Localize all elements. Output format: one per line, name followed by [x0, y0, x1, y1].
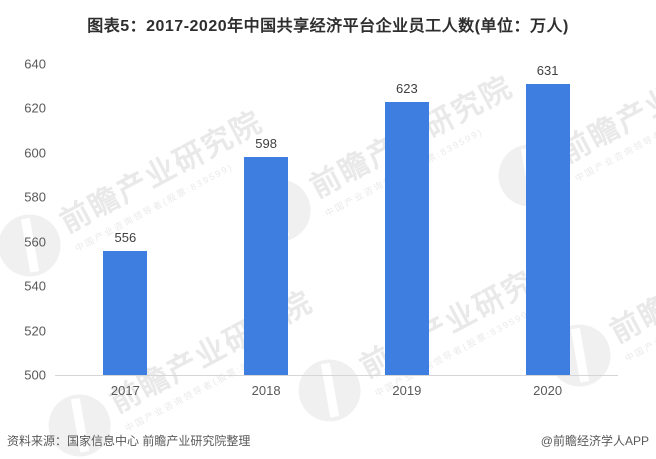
bar-value-label: 631: [536, 63, 559, 78]
bar-2017: [103, 250, 148, 375]
y-tick-label: 540: [24, 278, 46, 294]
y-tick-label: 620: [24, 100, 46, 116]
y-tick-label: 560: [24, 234, 46, 250]
chart-title: 图表5：2017-2020年中国共享经济平台企业员工人数(单位：万人): [87, 18, 569, 35]
watermark-sub-text: 中国产业咨询领导者(股票:839599): [623, 271, 656, 364]
bar-slot-2020: 631: [477, 63, 618, 375]
bar-2019: [384, 101, 429, 375]
bar-2020: [525, 84, 570, 375]
x-tick-label: 2018: [251, 383, 281, 398]
y-tick-label: 500: [24, 367, 46, 383]
y-tick-label: 600: [24, 145, 46, 161]
bar-slot-2017: 556: [55, 64, 196, 375]
bar-value-label: 556: [114, 229, 137, 245]
y-tick-label: 580: [24, 189, 46, 205]
bar-slot-2019: 623: [337, 64, 478, 375]
y-tick-label: 640: [24, 56, 46, 72]
x-axis: 2017 2018 2019 2020: [55, 383, 618, 401]
bar-value-label: 598: [255, 136, 277, 152]
plot-area: 556 598 623 631: [55, 63, 618, 376]
footer: 资料来源：国家信息中心 前瞻产业研究院整理 @前瞻经济学人APP: [7, 432, 649, 449]
brand-credit: @前瞻经济学人APP: [540, 434, 649, 448]
x-tick-label: 2019: [392, 383, 422, 398]
y-tick-label: 520: [24, 323, 46, 339]
x-tick-label: 2020: [533, 383, 563, 398]
bar-value-label: 623: [396, 80, 418, 96]
source-note: 资料来源：国家信息中心 前瞻产业研究院整理: [7, 434, 251, 448]
x-tick-label: 2017: [110, 383, 140, 398]
bar-2018: [244, 157, 289, 375]
y-axis: 640 620 600 580 560 540 520 500: [0, 57, 46, 383]
bar-slot-2018: 598: [196, 64, 337, 375]
